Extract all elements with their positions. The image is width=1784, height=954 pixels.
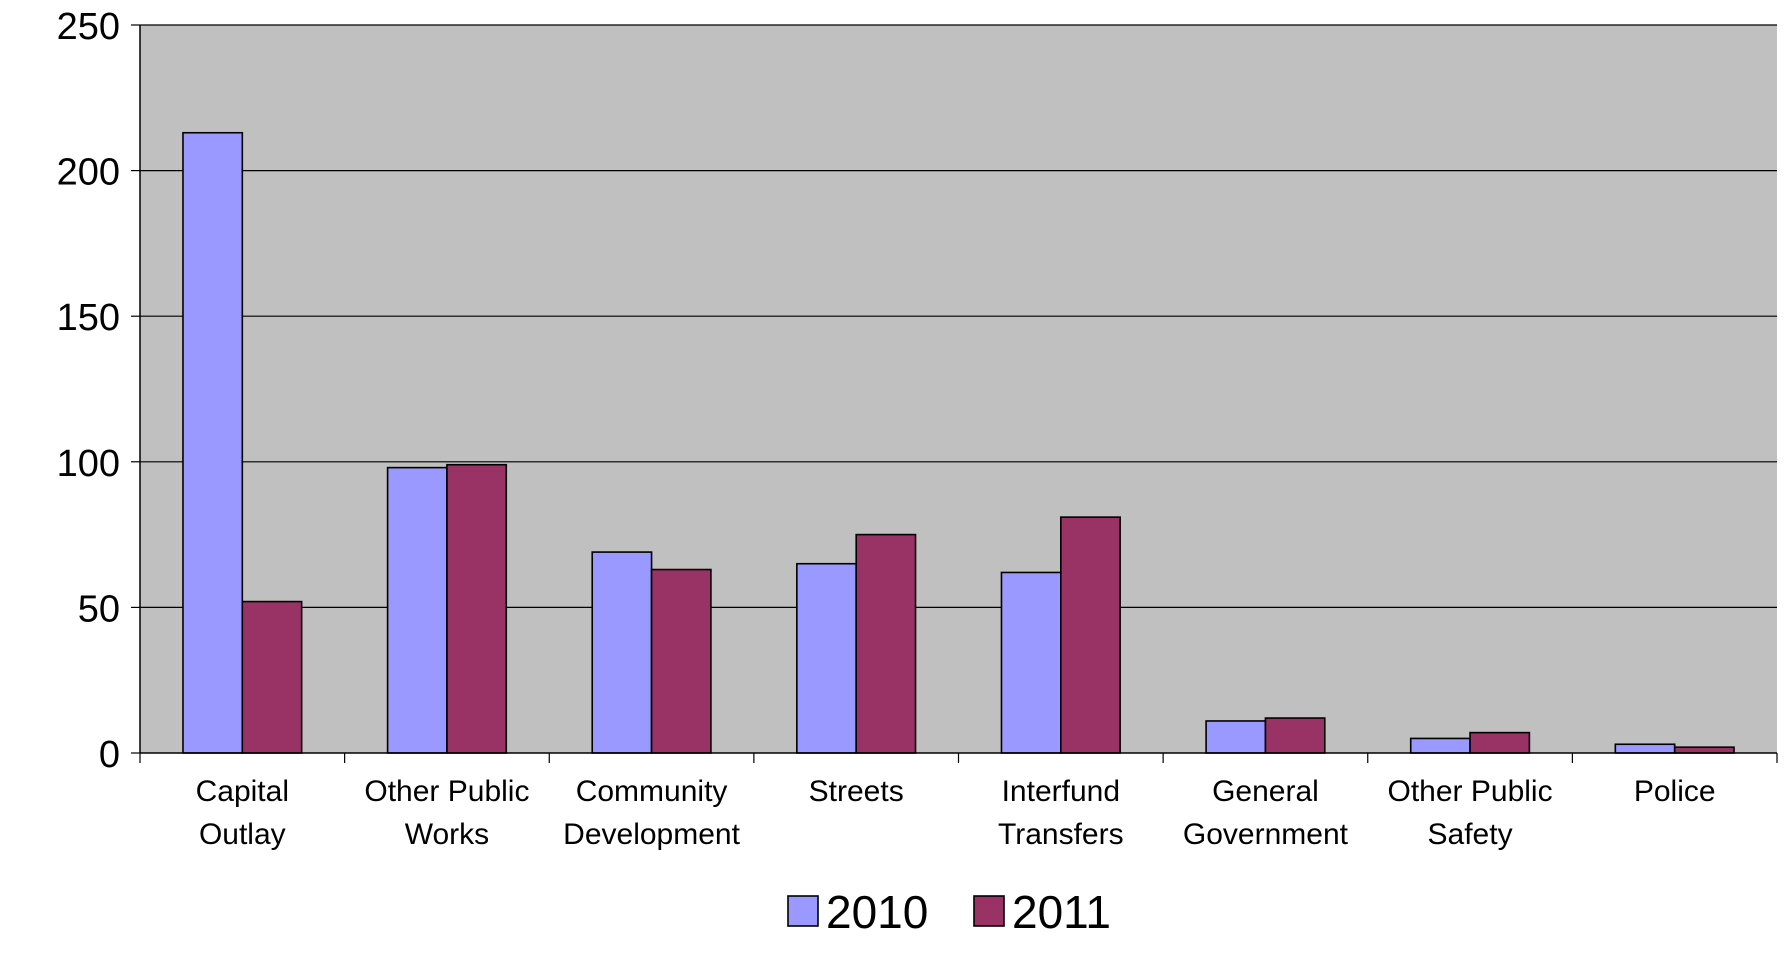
bar-2011-3 xyxy=(855,533,917,754)
x-category-label-line: Works xyxy=(405,818,489,851)
y-tick-label: 50 xyxy=(78,588,120,630)
x-category-label-line: Safety xyxy=(1428,818,1513,851)
legend-swatch-2011 xyxy=(973,895,1005,927)
x-category-label-line: Streets xyxy=(809,775,904,808)
x-category-label-line: Government xyxy=(1183,818,1349,851)
bar-2010-6 xyxy=(1409,737,1471,754)
x-category-label: Capital Outlay xyxy=(196,775,289,851)
y-tick-label: 150 xyxy=(57,297,120,339)
bar-2010-1 xyxy=(386,466,448,754)
y-tick-label: 200 xyxy=(57,152,120,194)
x-category-label: Community Development xyxy=(563,775,740,851)
x-category-label-line: General xyxy=(1212,775,1319,808)
x-category-label-line: Transfers xyxy=(998,818,1124,851)
bars xyxy=(182,131,1735,754)
bar-2010-7 xyxy=(1614,743,1676,754)
bar-2010-2 xyxy=(591,551,653,754)
x-category-label: Other Public Works xyxy=(364,775,529,851)
legend-label-2010: 2010 xyxy=(826,886,928,938)
x-category-label: Interfund Transfers xyxy=(998,775,1124,851)
bar-2011-5 xyxy=(1264,717,1326,754)
y-tick-label: 100 xyxy=(57,443,120,485)
legend-swatch-2010 xyxy=(787,895,819,927)
legend-label-2011: 2011 xyxy=(1012,886,1111,938)
x-category-label: Police xyxy=(1634,775,1716,808)
x-category-label-line: Police xyxy=(1634,775,1716,808)
x-category-label-line: Outlay xyxy=(199,818,286,851)
x-category-label-line: Interfund xyxy=(1002,775,1120,808)
bar-2010-3 xyxy=(796,562,857,754)
x-category-label: General Government xyxy=(1183,775,1349,851)
bar-2011-4 xyxy=(1060,516,1121,754)
bar-2011-7 xyxy=(1673,746,1735,754)
x-category-label-line: Community xyxy=(576,775,728,808)
bar-2010-5 xyxy=(1205,720,1267,754)
legend: 2010 2011 xyxy=(787,886,1111,938)
y-axis-ticks: 0 50 100 150 200 250 xyxy=(57,6,140,776)
y-tick-label: 0 xyxy=(99,734,120,776)
bar-2011-6 xyxy=(1469,731,1531,754)
bar-2011-0 xyxy=(241,600,303,754)
bar-2010-0 xyxy=(182,131,244,754)
bar-2011-1 xyxy=(446,463,508,754)
x-category-label-line: Other Public xyxy=(364,775,529,808)
bar-2011-2 xyxy=(650,568,712,754)
x-category-label-line: Other Public xyxy=(1388,775,1553,808)
gridlines xyxy=(140,24,1777,609)
axes xyxy=(139,25,1778,763)
x-category-label: Streets xyxy=(809,775,904,808)
x-category-label-line: Development xyxy=(563,818,740,851)
x-category-label: Other Public Safety xyxy=(1388,775,1553,851)
x-category-label-line: Capital xyxy=(196,775,289,808)
y-tick-label: 250 xyxy=(57,6,120,48)
bar-2010-4 xyxy=(1000,571,1062,754)
plot-area xyxy=(140,25,1777,753)
x-axis-categories: Capital Outlay Other Public Works Community D… xyxy=(196,775,1716,851)
